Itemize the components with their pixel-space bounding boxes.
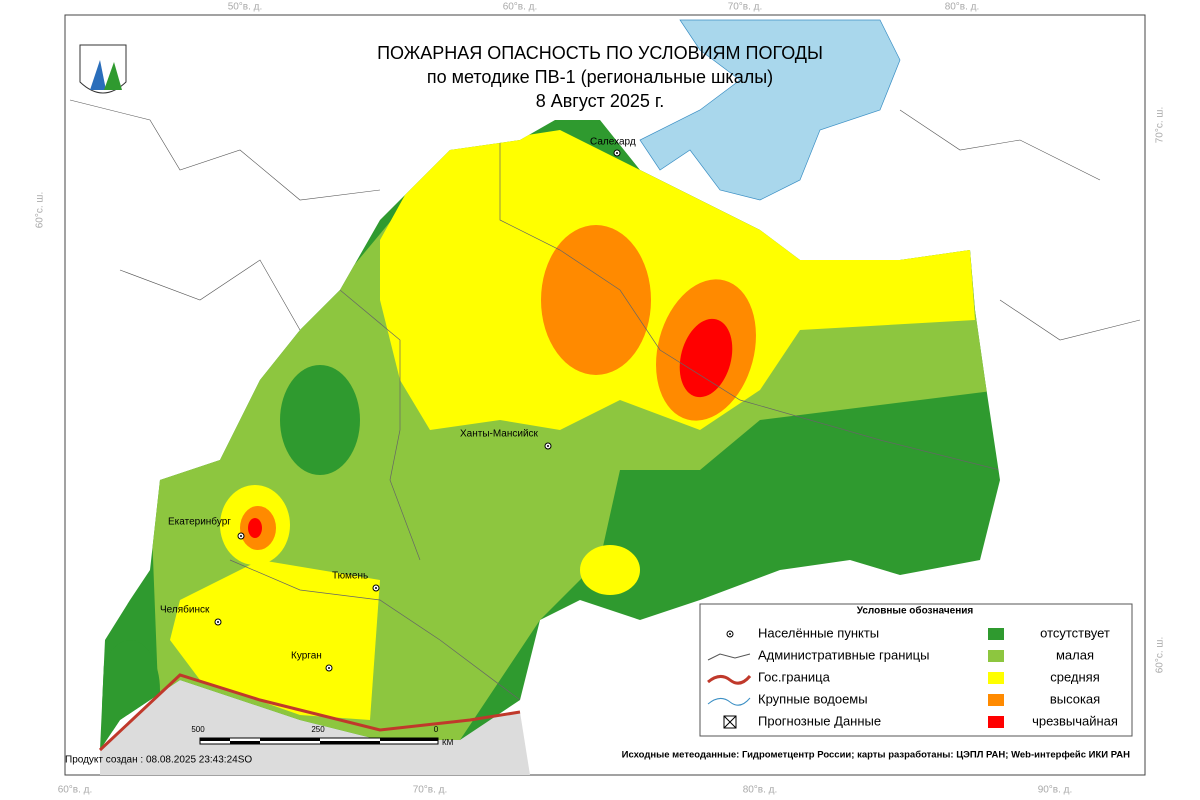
water-body xyxy=(639,19,901,201)
state-border xyxy=(98,673,521,752)
legend-swatch xyxy=(988,716,1004,728)
legend: Условные обозначения xyxy=(699,603,1133,737)
zone xyxy=(679,318,733,398)
coordinate-label: 80°в. д. xyxy=(743,785,778,796)
admin-boundaries xyxy=(69,99,1141,341)
city-marker-dot xyxy=(240,535,242,537)
city-marker-dot xyxy=(547,445,549,447)
legend-class-label: малая xyxy=(1056,647,1094,662)
legend-class-label: чрезвычайная xyxy=(1032,713,1118,728)
legend-swatch xyxy=(988,628,1004,640)
coordinate-label: 60°с. ш. xyxy=(35,192,46,228)
date: 8 Август 2025 г. xyxy=(536,91,665,111)
legend-swatch xyxy=(988,650,1004,662)
legend-title: Условные обозначения xyxy=(857,605,974,617)
legend-class-label: высокая xyxy=(1050,691,1100,706)
city-label: Курган xyxy=(291,651,322,662)
coordinate-label: 80°в. д. xyxy=(945,2,980,13)
foreign-territory xyxy=(100,675,530,775)
scale-label: 0 xyxy=(434,725,439,734)
title: ПОЖАРНАЯ ОПАСНОСТЬ ПО УСЛОВИЯМ ПОГОДЫ xyxy=(377,43,823,63)
legend-symbol-label: Административные границы xyxy=(758,647,929,662)
scale-bar xyxy=(199,737,439,745)
legend-symbol-label: Гос.граница xyxy=(758,669,831,684)
coordinate-label: 70°в. д. xyxy=(413,785,448,796)
zone xyxy=(280,365,360,475)
zone xyxy=(580,545,640,595)
source-note: Исходные метеоданные: Гидрометцентр Росс… xyxy=(622,750,1130,761)
city-label: Ханты-Мансийск xyxy=(460,429,539,440)
coordinate-label: 60°в. д. xyxy=(58,785,93,796)
coordinate-label: 70°с. ш. xyxy=(1155,107,1166,143)
legend-class-label: средняя xyxy=(1050,669,1100,684)
city-label: Тюмень xyxy=(332,571,368,582)
legend-symbol-label: Крупные водоемы xyxy=(758,691,868,706)
coordinate-label: 70°в. д. xyxy=(728,2,763,13)
city-marker-dot xyxy=(616,152,618,154)
zone xyxy=(170,560,380,720)
zone xyxy=(380,130,975,430)
city-marker-dot xyxy=(217,621,219,623)
legend-class-label: отсутствует xyxy=(1040,625,1110,640)
zone xyxy=(248,518,262,538)
legend-swatch xyxy=(988,694,1004,706)
city-marker-dot xyxy=(375,587,377,589)
city-label: Салехард xyxy=(590,137,636,148)
coordinate-label: 60°с. ш. xyxy=(1155,637,1166,673)
coordinate-label: 60°в. д. xyxy=(503,2,538,13)
city-marker-dot xyxy=(328,667,330,669)
scale-label: 500 xyxy=(191,725,205,734)
coordinate-label: 50°в. д. xyxy=(228,2,263,13)
zone xyxy=(541,225,651,375)
city-label: Челябинск xyxy=(160,604,210,616)
scale-label: КМ xyxy=(442,738,454,747)
legend-symbol-label: Населённые пункты xyxy=(758,625,879,640)
created-note: Продукт создан : 08.08.2025 23:43:24SO xyxy=(65,755,252,766)
legend-symbol-label: Прогнозные Данные xyxy=(758,713,881,728)
city-label: Екатеринбург xyxy=(168,516,231,528)
legend-swatch xyxy=(988,672,1004,684)
logo xyxy=(79,44,127,94)
subtitle: по методике ПВ-1 (региональные шкалы) xyxy=(427,67,773,87)
scale-label: 250 xyxy=(311,725,325,734)
coordinate-label: 90°в. д. xyxy=(1038,785,1073,796)
